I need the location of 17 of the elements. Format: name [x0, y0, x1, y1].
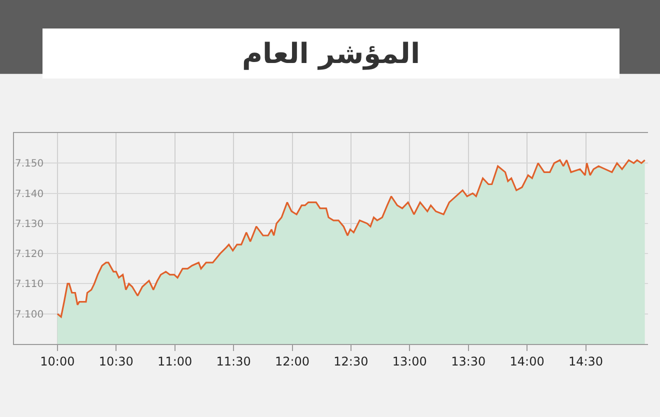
x-tick-label: 13:00 [392, 354, 427, 368]
x-tick-label: 14:30 [568, 354, 604, 368]
y-tick-label: 7.150 [15, 158, 44, 170]
x-tick-label: 11:30 [216, 354, 251, 368]
y-tick-label: 7.120 [15, 249, 44, 260]
chart-title: المؤشر العام [242, 37, 420, 70]
x-tick-label: 11:00 [158, 354, 192, 368]
x-tick-label: 13:30 [451, 354, 486, 368]
x-tick-label: 10:30 [98, 354, 134, 368]
y-tick-label: 7.140 [15, 188, 44, 200]
y-tick-label: 7.110 [15, 279, 44, 290]
y-tick-label: 7.130 [15, 218, 44, 230]
x-tick-label: 14:00 [510, 354, 544, 368]
y-tick-label: 7.100 [15, 309, 44, 320]
x-tick-label: 10:00 [40, 354, 75, 368]
x-tick-label: 12:00 [274, 354, 310, 368]
x-tick-label: 12:30 [334, 354, 368, 368]
